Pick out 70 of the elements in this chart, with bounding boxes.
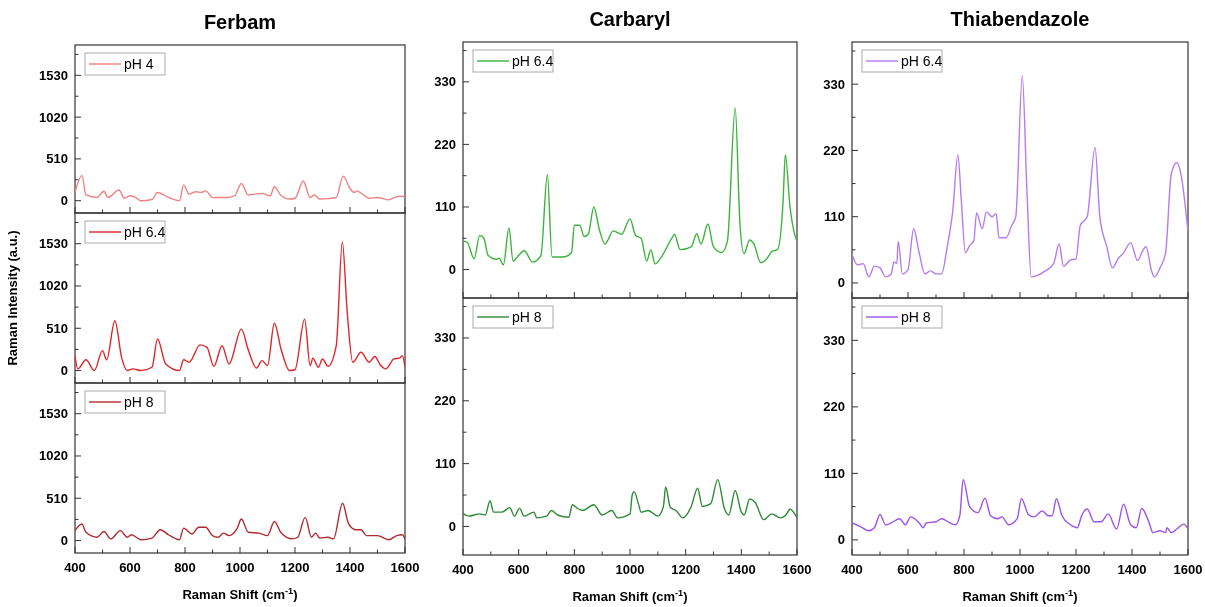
- y-tick-label: 220: [434, 393, 456, 409]
- y-tick-label: 110: [435, 456, 456, 472]
- x-axis-title: Raman Shift (cm$^{-1}$): [572, 588, 688, 604]
- x-tick-label: 400: [64, 560, 86, 575]
- x-tick-label: 1000: [225, 560, 255, 575]
- x-tick-label: 1200: [1061, 562, 1091, 577]
- y-tick-label: 110: [435, 199, 456, 215]
- legend-label: pH 8: [124, 394, 154, 410]
- legend-label: pH 6.4: [901, 53, 943, 69]
- legend-label: pH 6.4: [124, 224, 166, 240]
- y-tick-label: 220: [823, 399, 845, 415]
- y-tick-label: 110: [824, 209, 845, 225]
- line-series: [75, 502, 405, 541]
- line-series: [852, 478, 1188, 534]
- legend-label: pH 8: [512, 309, 542, 325]
- y-tick-label: 330: [823, 332, 845, 348]
- line-series: [463, 478, 797, 521]
- y-tick-label: 0: [448, 262, 456, 278]
- x-tick-label: 800: [174, 560, 196, 575]
- y-tick-label: 0: [60, 363, 68, 379]
- x-tick-label: 1000: [1005, 562, 1035, 577]
- chart-title: Ferbam: [203, 11, 277, 33]
- x-tick-label: 1600: [782, 562, 812, 577]
- y-tick-label: 510: [46, 320, 68, 336]
- legend-label: pH 6.4: [512, 53, 554, 69]
- y-tick-label: 330: [434, 330, 456, 346]
- y-tick-label: 0: [448, 518, 456, 534]
- x-axis-title: Raman Shift (cm$^{-1}$): [962, 588, 1078, 604]
- x-tick-label: 1000: [615, 562, 645, 577]
- x-tick-label: 600: [507, 562, 530, 577]
- line-series: [852, 75, 1188, 278]
- y-tick-label: 1530: [39, 67, 68, 83]
- y-tick-label: 0: [60, 533, 68, 549]
- y-tick-label: 220: [823, 142, 845, 158]
- chart-title: Carbaryl: [589, 8, 671, 30]
- x-tick-label: 800: [563, 562, 586, 577]
- legend-label: pH 4: [124, 56, 154, 72]
- y-tick-label: 330: [823, 76, 845, 92]
- x-tick-label: 1600: [390, 560, 420, 575]
- legend-label: pH 8: [901, 309, 931, 325]
- y-tick-label: 1530: [39, 406, 68, 422]
- y-tick-label: 0: [60, 193, 68, 209]
- y-tick-label: 510: [46, 490, 68, 506]
- y-tick-label: 1020: [39, 448, 68, 464]
- y-tick-label: 1020: [39, 109, 68, 125]
- x-tick-label: 800: [953, 562, 975, 577]
- line-series: [75, 241, 405, 372]
- line-series: [75, 174, 405, 202]
- x-tick-label: 400: [452, 562, 474, 577]
- y-tick-label: 0: [837, 275, 845, 291]
- x-tick-label: 1200: [671, 562, 701, 577]
- y-tick-label: 0: [837, 532, 845, 548]
- y-tick-label: 220: [434, 136, 456, 152]
- x-tick-label: 1600: [1173, 562, 1203, 577]
- y-tick-label: 1530: [39, 236, 68, 252]
- y-axis-title: Raman Intensity (a.u.): [5, 230, 20, 366]
- x-tick-label: 600: [119, 560, 141, 575]
- x-axis-title: Raman Shift (cm$^{-1}$): [182, 586, 298, 602]
- x-tick-label: 1400: [1117, 562, 1147, 577]
- x-tick-label: 1200: [280, 560, 310, 575]
- y-tick-label: 330: [434, 74, 456, 90]
- x-tick-label: 600: [897, 562, 919, 577]
- chart-title: Thiabendazole: [950, 8, 1090, 30]
- line-series: [463, 107, 797, 266]
- y-tick-label: 1020: [39, 278, 68, 294]
- x-tick-label: 1400: [726, 562, 756, 577]
- x-tick-label: 400: [841, 562, 863, 577]
- y-tick-label: 110: [824, 465, 845, 481]
- x-tick-label: 1400: [335, 560, 365, 575]
- y-tick-label: 510: [46, 151, 68, 167]
